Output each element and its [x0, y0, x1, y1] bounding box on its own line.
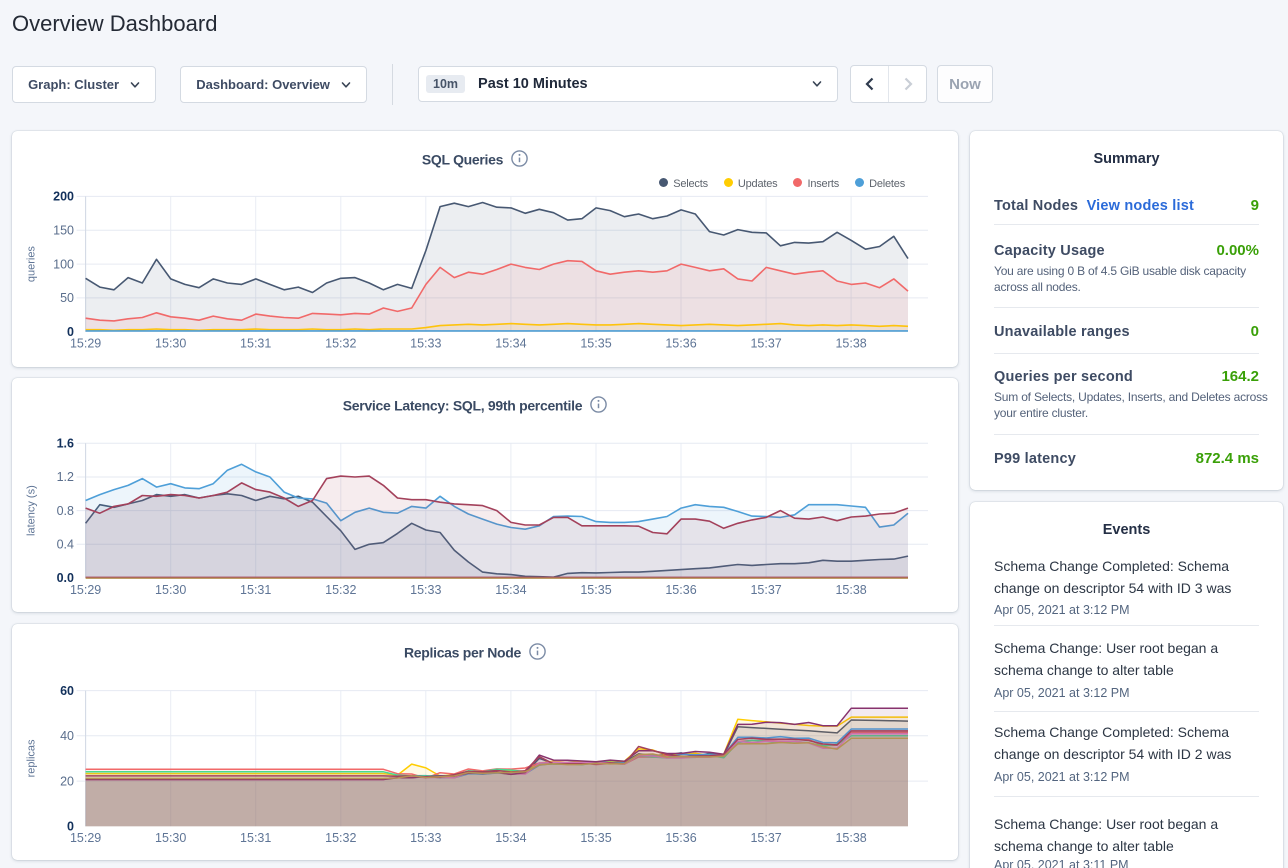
svg-text:15:33: 15:33 [410, 831, 441, 845]
svg-text:100: 100 [53, 257, 74, 271]
svg-text:15:37: 15:37 [750, 337, 781, 351]
svg-text:15:29: 15:29 [70, 831, 101, 845]
svg-text:15:30: 15:30 [155, 831, 186, 845]
svg-text:0: 0 [67, 820, 74, 834]
svg-text:60: 60 [60, 684, 74, 698]
svg-text:15:37: 15:37 [750, 583, 781, 597]
svg-text:0.4: 0.4 [57, 538, 74, 552]
svg-text:15:29: 15:29 [70, 583, 101, 597]
svg-text:1.2: 1.2 [57, 470, 74, 484]
svg-text:15:32: 15:32 [325, 831, 356, 845]
svg-text:15:29: 15:29 [70, 337, 101, 351]
svg-text:15:38: 15:38 [835, 583, 866, 597]
svg-text:15:33: 15:33 [410, 337, 441, 351]
svg-text:15:32: 15:32 [325, 337, 356, 351]
svg-text:15:30: 15:30 [155, 583, 186, 597]
svg-text:15:37: 15:37 [750, 831, 781, 845]
svg-text:replicas: replicas [26, 739, 38, 777]
svg-text:1.6: 1.6 [57, 437, 74, 451]
svg-text:0.8: 0.8 [57, 504, 74, 518]
svg-text:queries: queries [26, 246, 38, 283]
svg-text:20: 20 [60, 774, 74, 788]
svg-text:15:35: 15:35 [580, 337, 611, 351]
svg-text:0: 0 [67, 325, 74, 339]
svg-text:15:35: 15:35 [580, 831, 611, 845]
svg-text:40: 40 [60, 729, 74, 743]
svg-text:15:31: 15:31 [240, 583, 271, 597]
svg-text:15:34: 15:34 [495, 831, 526, 845]
svg-text:15:34: 15:34 [495, 583, 526, 597]
svg-text:15:36: 15:36 [665, 831, 696, 845]
svg-text:50: 50 [60, 291, 74, 305]
svg-text:latency (s): latency (s) [26, 485, 38, 536]
svg-text:15:31: 15:31 [240, 831, 271, 845]
svg-text:0.0: 0.0 [57, 571, 74, 585]
svg-text:15:36: 15:36 [665, 583, 696, 597]
svg-text:150: 150 [53, 223, 74, 237]
svg-text:15:33: 15:33 [410, 583, 441, 597]
svg-text:15:36: 15:36 [665, 337, 696, 351]
svg-text:15:32: 15:32 [325, 583, 356, 597]
svg-text:15:34: 15:34 [495, 337, 526, 351]
svg-text:15:30: 15:30 [155, 337, 186, 351]
svg-text:15:38: 15:38 [835, 831, 866, 845]
svg-text:15:31: 15:31 [240, 337, 271, 351]
svg-text:200: 200 [53, 190, 74, 204]
svg-text:15:38: 15:38 [835, 337, 866, 351]
svg-text:15:35: 15:35 [580, 583, 611, 597]
